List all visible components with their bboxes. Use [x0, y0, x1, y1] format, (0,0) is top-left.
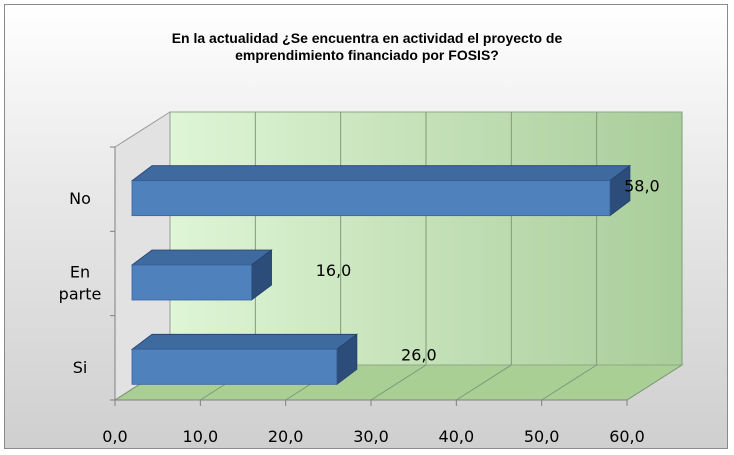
- floor-gridline: [456, 364, 512, 401]
- y-tick-label: parte: [59, 285, 102, 304]
- y-tick-label: No: [69, 189, 91, 208]
- floor-gridline: [626, 364, 683, 401]
- bar-top: [130, 333, 359, 350]
- floor-gridline: [370, 364, 427, 401]
- floor-gridline: [541, 364, 597, 401]
- x-tick-label: 40,0: [439, 427, 475, 446]
- data-label: 16,0: [316, 261, 352, 280]
- data-label: 58,0: [624, 177, 660, 196]
- x-tick-label: 50,0: [524, 427, 560, 446]
- bar-top: [130, 165, 632, 182]
- bar: [131, 348, 338, 385]
- bar: [131, 180, 611, 217]
- y-tick-label: En: [70, 263, 90, 282]
- bar-top: [130, 249, 273, 266]
- x-tick-label: 20,0: [268, 427, 304, 446]
- y-tick-label: Si: [73, 358, 88, 377]
- x-tick-label: 60,0: [609, 427, 645, 446]
- x-tick-label: 0,0: [102, 427, 127, 446]
- chart-title: En la actualidad ¿Se encuentra en activi…: [171, 30, 563, 63]
- data-label: 26,0: [401, 345, 437, 364]
- x-tick-label: 30,0: [353, 427, 389, 446]
- bar: [131, 264, 252, 301]
- x-tick-label: 10,0: [183, 427, 219, 446]
